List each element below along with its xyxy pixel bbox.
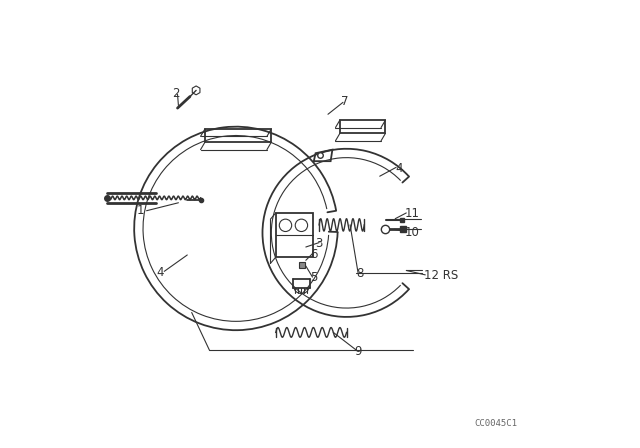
Text: 9: 9 — [355, 345, 362, 358]
Text: 8: 8 — [356, 267, 364, 280]
Text: 4: 4 — [156, 266, 164, 279]
Text: 10: 10 — [405, 226, 420, 239]
Text: 2: 2 — [172, 87, 179, 100]
Bar — [300, 263, 305, 268]
Text: 5: 5 — [310, 271, 317, 284]
Text: 11: 11 — [405, 207, 420, 220]
Text: CC0045C1: CC0045C1 — [474, 418, 517, 427]
Text: 1: 1 — [136, 204, 144, 217]
Text: 7: 7 — [341, 95, 349, 108]
Text: 3: 3 — [316, 237, 323, 250]
Text: 6: 6 — [310, 249, 318, 262]
Text: 12 RS: 12 RS — [424, 269, 458, 282]
Text: 4: 4 — [396, 162, 403, 175]
